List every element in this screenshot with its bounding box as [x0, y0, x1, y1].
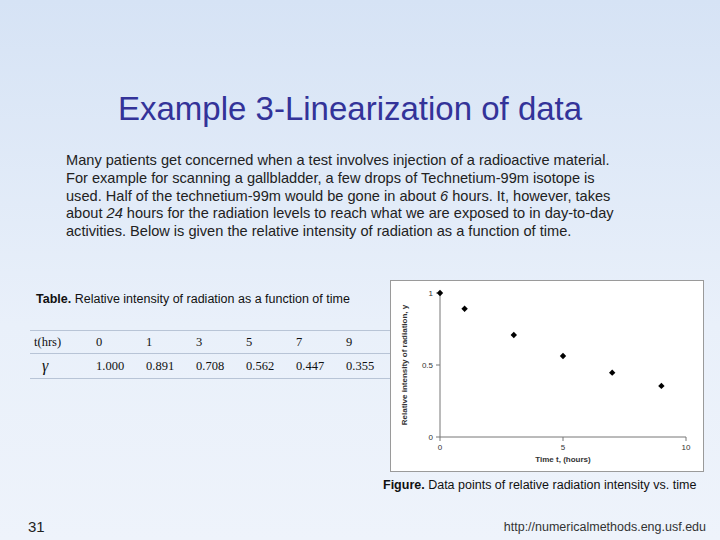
chart-box: 0 5 10 0 0.5 1 Time t, (hours) Relative intensi…: [390, 280, 704, 472]
page-number: 31: [28, 518, 45, 535]
chart-svg: 0 5 10 0 0.5 1 Time t, (hours) Relative intensi…: [391, 281, 703, 471]
x-tick-label: 10: [682, 443, 691, 452]
table-cell: 0.447: [292, 354, 342, 379]
paragraph-run: hours for the radiation levels to reach …: [66, 205, 614, 239]
x-tick-label: 0: [438, 443, 443, 452]
points-group: [437, 290, 665, 389]
table-caption: Table. Relative intensity of radiation a…: [36, 292, 366, 306]
table-cell: 7: [292, 331, 342, 354]
figure-caption: Figure. Data points of relative radiatio…: [383, 478, 703, 493]
table-row: γ1.0000.8910.7080.5620.4470.355: [30, 354, 392, 379]
x-axis-label: Time t, (hours): [535, 455, 591, 464]
table-row: t(hrs)013579: [30, 331, 392, 354]
data-point: [461, 305, 467, 311]
y-tick: [436, 437, 440, 438]
row-label: γ: [30, 354, 92, 379]
table-cell: 9: [342, 331, 392, 354]
paragraph-run: 6: [440, 188, 448, 204]
y-tick-label: 1: [429, 289, 434, 298]
data-point: [658, 383, 664, 389]
data-point: [609, 369, 615, 375]
table-cell: 0.891: [142, 354, 192, 379]
y-axis-label: Relative intensity of radiation, y: [400, 304, 409, 425]
y-tick-label: 0.5: [422, 361, 434, 370]
table-cell: 0.708: [192, 354, 242, 379]
table-cell: 3: [192, 331, 242, 354]
x-tick: [440, 437, 441, 441]
y-tick-label: 0: [429, 433, 434, 442]
table-cell: 0: [92, 331, 142, 354]
y-tick: [436, 365, 440, 366]
paragraph: Many patients get concerned when a test …: [66, 152, 632, 241]
caption-text: Relative intensity of radiation as a fun…: [75, 292, 350, 306]
slide-title: Example 3-Linearization of data: [118, 90, 582, 128]
data-table: t(hrs)013579γ1.0000.8910.7080.5620.4470.…: [30, 330, 392, 379]
row-label: t(hrs): [30, 331, 92, 354]
table-cell: 0.562: [242, 354, 292, 379]
data-point: [511, 332, 517, 338]
x-tick: [563, 437, 564, 441]
table-cell: 1: [142, 331, 192, 354]
footer-url: http://numericalmethods.eng.usf.edu: [504, 520, 706, 534]
table-cell: 0.355: [342, 354, 392, 379]
paragraph-run: 24: [107, 205, 123, 221]
data-point: [560, 353, 566, 359]
x-tick: [686, 437, 687, 441]
table-cell: 5: [242, 331, 292, 354]
caption-label: Table.: [36, 292, 71, 306]
caption-label: Figure.: [383, 478, 425, 492]
caption-text: Data points of relative radiation intens…: [428, 478, 696, 492]
table-cell: 1.000: [92, 354, 142, 379]
x-tick-label: 5: [561, 443, 566, 452]
data-point: [437, 290, 443, 296]
